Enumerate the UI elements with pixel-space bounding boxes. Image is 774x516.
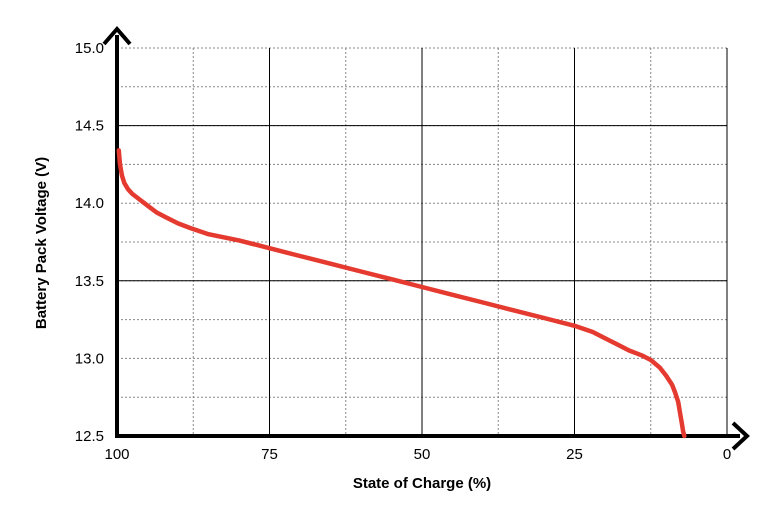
y-tick-label: 13.0 (75, 350, 104, 367)
grid (116, 47, 728, 437)
x-axis-title: State of Charge (%) (353, 475, 491, 492)
axes (102, 25, 750, 451)
y-axis-arrow (102, 25, 132, 46)
x-tick-label: 0 (723, 446, 731, 463)
y-tick-label: 14.5 (75, 118, 104, 135)
x-axis-arrow (731, 421, 750, 451)
voltage-curve (116, 148, 687, 439)
tick-labels: 100 75 50 25 0 12.5 13.0 13.5 14.0 14.5 15.0 (75, 40, 731, 463)
x-tick-label: 75 (261, 446, 278, 463)
y-tick-label: 13.5 (75, 273, 104, 290)
series (116, 148, 687, 439)
x-tick-label: 100 (104, 446, 129, 463)
y-tick-label: 14.0 (75, 195, 104, 212)
y-axis-title: Battery Pack Voltage (V) (33, 157, 50, 329)
y-tick-label: 12.5 (75, 428, 104, 445)
x-tick-label: 25 (566, 446, 583, 463)
y-tick-label: 15.0 (75, 40, 104, 57)
x-tick-label: 50 (414, 446, 431, 463)
